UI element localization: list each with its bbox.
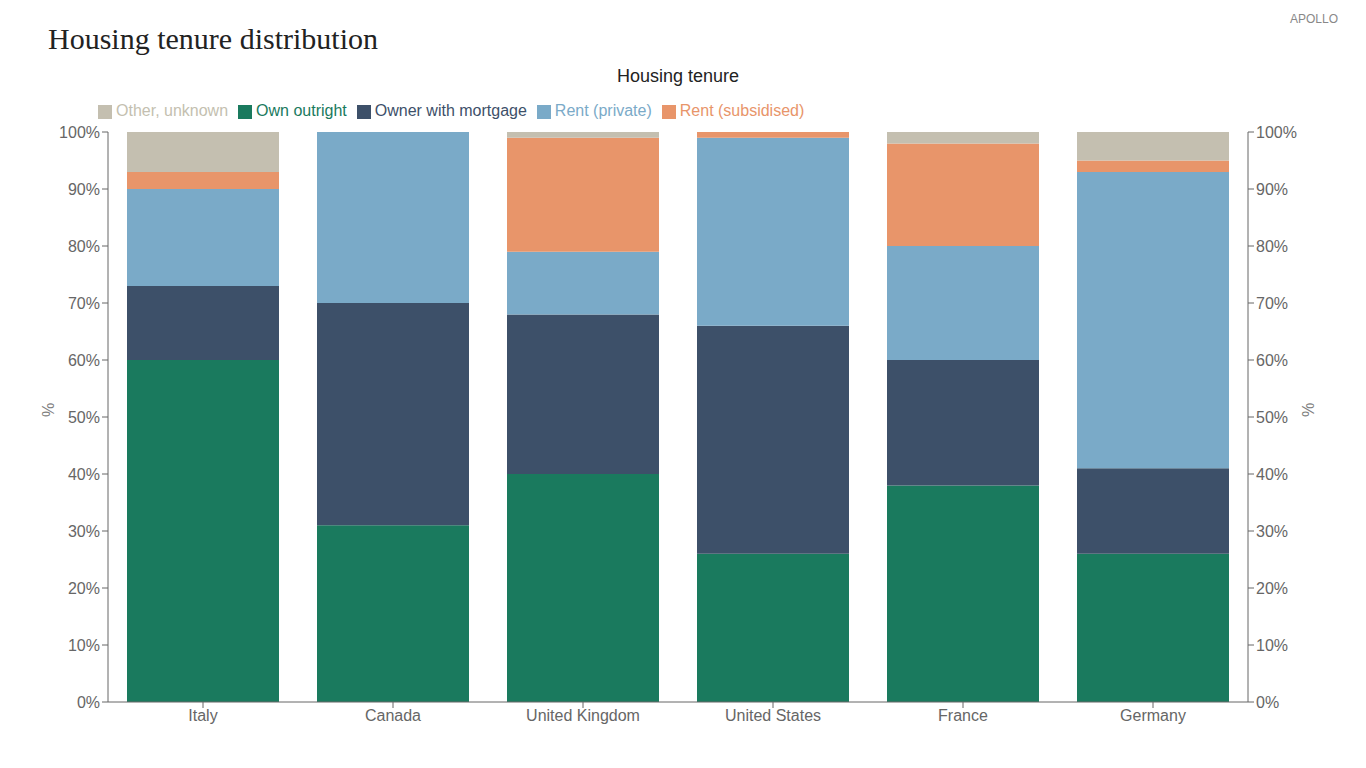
svg-text:70%: 70% — [68, 295, 100, 312]
html-text:Rent (subsidised): Rent (subsidised) — [679, 102, 805, 119]
svg-text:90%: 90% — [68, 181, 100, 198]
html-text:Other, unknown: Other, unknown — [116, 102, 229, 119]
svg-text:Canada: Canada — [365, 707, 421, 724]
svg-text:30%: 30% — [1256, 523, 1288, 540]
svg-text:United States: United States — [725, 707, 821, 724]
svg-text:50%: 50% — [1256, 409, 1288, 426]
html-text:Own outright: Own outright — [256, 102, 347, 119]
html-text:Rent (private): Rent (private) — [554, 102, 652, 119]
svg-text:80%: 80% — [1256, 238, 1288, 255]
svg-text:40%: 40% — [68, 466, 100, 483]
svg-text:0%: 0% — [1256, 694, 1279, 711]
svg-text:100%: 100% — [1256, 124, 1297, 141]
svg-text:30%: 30% — [68, 523, 100, 540]
svg-text:Italy: Italy — [188, 707, 217, 724]
svg-text:20%: 20% — [68, 580, 100, 597]
svg-text:100%: 100% — [59, 124, 100, 141]
svg-text:40%: 40% — [1256, 466, 1288, 483]
svg-text:France: France — [938, 707, 988, 724]
svg-text:60%: 60% — [68, 352, 100, 369]
svg-text:70%: 70% — [1256, 295, 1288, 312]
svg-text:60%: 60% — [1256, 352, 1288, 369]
svg-text:90%: 90% — [1256, 181, 1288, 198]
html-text:Owner with mortgage: Owner with mortgage — [374, 102, 527, 119]
svg-text:20%: 20% — [1256, 580, 1288, 597]
svg-text:80%: 80% — [68, 238, 100, 255]
html-text:APOLLO: APOLLO — [1290, 12, 1338, 26]
svg-text:%: % — [40, 403, 57, 417]
svg-text:%: % — [1299, 403, 1316, 417]
svg-text:10%: 10% — [1256, 637, 1288, 654]
html-text:Housing tenure: Housing tenure — [617, 66, 739, 86]
svg-text:50%: 50% — [68, 409, 100, 426]
svg-text:0%: 0% — [77, 694, 100, 711]
svg-text:Germany: Germany — [1120, 707, 1186, 724]
svg-text:10%: 10% — [68, 637, 100, 654]
html-text:Housing tenure distribution: Housing tenure distribution — [48, 22, 378, 55]
svg-text:United Kingdom: United Kingdom — [526, 707, 640, 724]
